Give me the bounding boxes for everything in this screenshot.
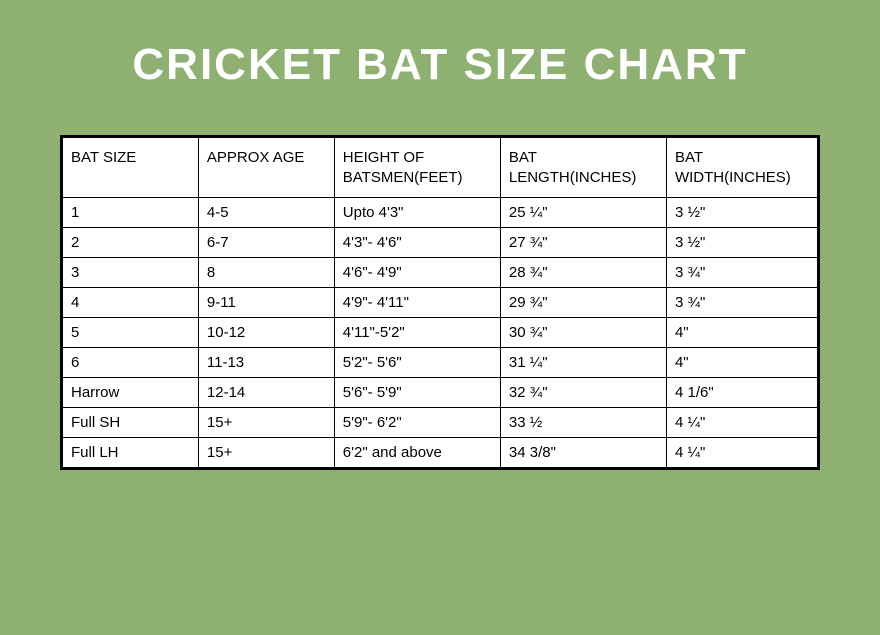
cell-height: 5'6"- 5'9" — [334, 378, 500, 408]
cell-approx-age: 11-13 — [198, 348, 334, 378]
cell-approx-age: 9-11 — [198, 288, 334, 318]
cell-approx-age: 12-14 — [198, 378, 334, 408]
column-header-bat-length: BAT LENGTH(INCHES) — [500, 138, 666, 198]
cell-bat-width: 4 ¼" — [666, 438, 817, 468]
cell-bat-size: Full SH — [63, 408, 199, 438]
cell-bat-length: 25 ¼" — [500, 198, 666, 228]
cell-height: 5'9"- 6'2" — [334, 408, 500, 438]
cell-bat-length: 29 ¾" — [500, 288, 666, 318]
cell-height: Upto 4'3" — [334, 198, 500, 228]
cell-bat-length: 27 ¾" — [500, 228, 666, 258]
size-chart-table: BAT SIZE APPROX AGE HEIGHT OF BATSMEN(FE… — [62, 137, 818, 468]
cell-bat-size: Harrow — [63, 378, 199, 408]
table-row: 5 10-12 4'11"-5'2" 30 ¾" 4" — [63, 318, 818, 348]
size-chart-table-container: BAT SIZE APPROX AGE HEIGHT OF BATSMEN(FE… — [60, 135, 820, 470]
cell-bat-width: 3 ¾" — [666, 288, 817, 318]
cell-bat-width: 4" — [666, 348, 817, 378]
table-row: Harrow 12-14 5'6"- 5'9" 32 ¾" 4 1/6" — [63, 378, 818, 408]
cell-bat-length: 28 ¾" — [500, 258, 666, 288]
cell-height: 4'11"-5'2" — [334, 318, 500, 348]
cell-bat-width: 4 ¼" — [666, 408, 817, 438]
cell-height: 4'9"- 4'11" — [334, 288, 500, 318]
cell-bat-size: 1 — [63, 198, 199, 228]
table-row: Full SH 15+ 5'9"- 6'2" 33 ½ 4 ¼" — [63, 408, 818, 438]
cell-bat-size: 2 — [63, 228, 199, 258]
cell-bat-width: 3 ½" — [666, 198, 817, 228]
cell-bat-size: 3 — [63, 258, 199, 288]
table-body: 1 4-5 Upto 4'3" 25 ¼" 3 ½" 2 6-7 4'3"- 4… — [63, 198, 818, 468]
table-header-row: BAT SIZE APPROX AGE HEIGHT OF BATSMEN(FE… — [63, 138, 818, 198]
cell-bat-length: 30 ¾" — [500, 318, 666, 348]
table-row: 4 9-11 4'9"- 4'11" 29 ¾" 3 ¾" — [63, 288, 818, 318]
column-header-approx-age: APPROX AGE — [198, 138, 334, 198]
cell-bat-size: 6 — [63, 348, 199, 378]
cell-bat-width: 3 ¾" — [666, 258, 817, 288]
cell-bat-length: 34 3/8" — [500, 438, 666, 468]
cell-approx-age: 10-12 — [198, 318, 334, 348]
cell-bat-size: 5 — [63, 318, 199, 348]
cell-bat-length: 33 ½ — [500, 408, 666, 438]
cell-bat-size: Full LH — [63, 438, 199, 468]
cell-bat-width: 3 ½" — [666, 228, 817, 258]
table-row: 1 4-5 Upto 4'3" 25 ¼" 3 ½" — [63, 198, 818, 228]
cell-height: 6'2" and above — [334, 438, 500, 468]
cell-approx-age: 8 — [198, 258, 334, 288]
table-row: Full LH 15+ 6'2" and above 34 3/8" 4 ¼" — [63, 438, 818, 468]
cell-bat-width: 4 1/6" — [666, 378, 817, 408]
column-header-height: HEIGHT OF BATSMEN(FEET) — [334, 138, 500, 198]
cell-height: 5'2"- 5'6" — [334, 348, 500, 378]
page-title: CRICKET BAT SIZE CHART — [132, 40, 747, 90]
cell-approx-age: 6-7 — [198, 228, 334, 258]
column-header-bat-size: BAT SIZE — [63, 138, 199, 198]
cell-bat-size: 4 — [63, 288, 199, 318]
cell-height: 4'3"- 4'6" — [334, 228, 500, 258]
cell-bat-length: 31 ¼" — [500, 348, 666, 378]
cell-approx-age: 4-5 — [198, 198, 334, 228]
cell-bat-width: 4" — [666, 318, 817, 348]
table-row: 6 11-13 5'2"- 5'6" 31 ¼" 4" — [63, 348, 818, 378]
table-row: 3 8 4'6"- 4'9" 28 ¾" 3 ¾" — [63, 258, 818, 288]
cell-approx-age: 15+ — [198, 408, 334, 438]
cell-approx-age: 15+ — [198, 438, 334, 468]
cell-height: 4'6"- 4'9" — [334, 258, 500, 288]
cell-bat-length: 32 ¾" — [500, 378, 666, 408]
column-header-bat-width: BAT WIDTH(INCHES) — [666, 138, 817, 198]
table-row: 2 6-7 4'3"- 4'6" 27 ¾" 3 ½" — [63, 228, 818, 258]
